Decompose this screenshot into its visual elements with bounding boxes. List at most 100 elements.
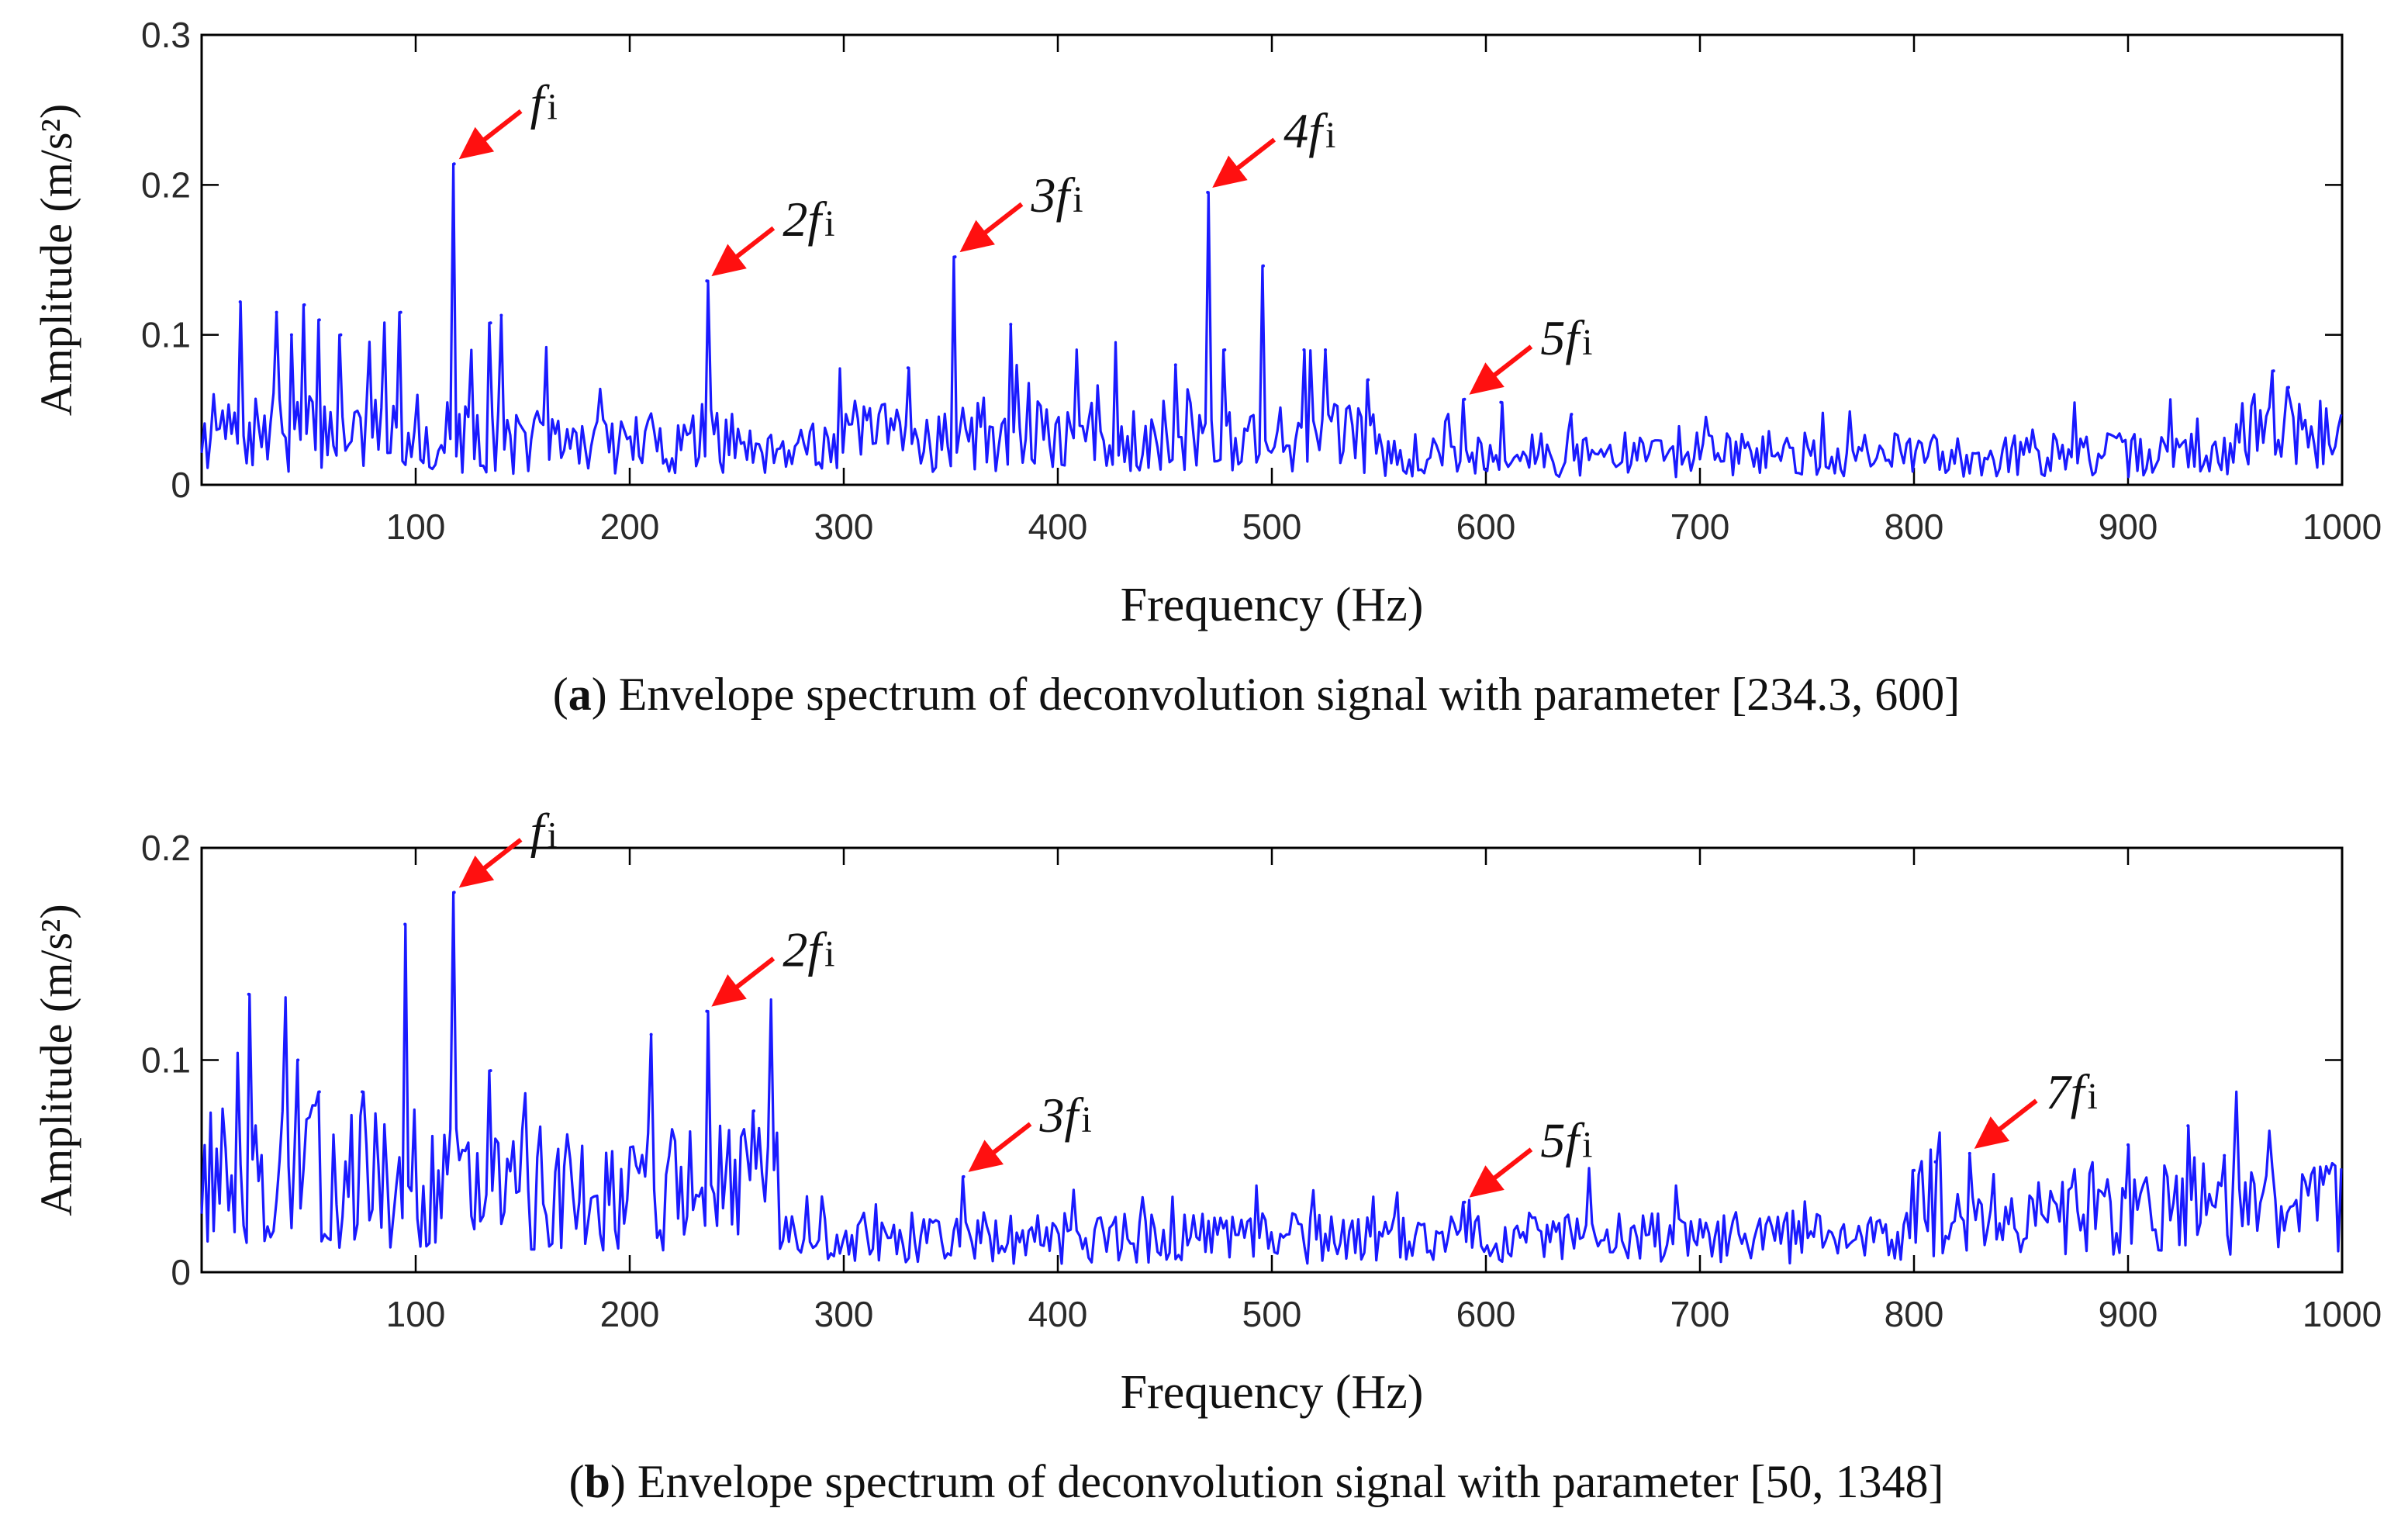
spectrum-peak bbox=[317, 318, 321, 322]
panel-caption: (b) Envelope spectrum of deconvolution s… bbox=[569, 1456, 1944, 1507]
caption-label: b bbox=[585, 1456, 610, 1507]
spectrum-peak bbox=[705, 1009, 709, 1013]
harmonic-annotation: fi bbox=[458, 74, 558, 160]
annotation-label: 5fi bbox=[1540, 1113, 1592, 1168]
spectrum-peak bbox=[1173, 363, 1177, 367]
x-tick-label: 1000 bbox=[2303, 507, 2382, 547]
annotation-arrow-shaft bbox=[1992, 1098, 2038, 1136]
x-tick-label: 200 bbox=[600, 1294, 660, 1334]
spectrum-peak bbox=[1570, 413, 1574, 417]
x-tick-label: 100 bbox=[386, 1294, 446, 1334]
spectrum-peak bbox=[289, 333, 293, 337]
x-tick-label: 400 bbox=[1028, 1294, 1088, 1334]
spectrum-peak bbox=[1933, 1160, 1937, 1164]
spectrum-peak bbox=[1968, 1151, 1971, 1155]
annotation-arrow-head bbox=[1212, 155, 1248, 188]
harmonic-annotation: 2fi bbox=[711, 192, 834, 277]
spectrum-line bbox=[200, 162, 2343, 479]
annotation-arrow-shaft bbox=[730, 226, 776, 263]
spectrum-peak bbox=[1223, 348, 1227, 351]
y-tick-label: 0.1 bbox=[141, 1040, 191, 1081]
x-tick-label: 700 bbox=[1670, 1294, 1730, 1334]
x-tick-label: 900 bbox=[2099, 507, 2158, 547]
x-tick-label: 200 bbox=[600, 507, 660, 547]
spectrum-peak bbox=[452, 162, 456, 166]
spectrum-peak bbox=[302, 303, 306, 306]
annotation-arrow-shaft bbox=[978, 202, 1024, 239]
annotation-arrow-head bbox=[458, 855, 495, 888]
plot-frame bbox=[200, 846, 2344, 1274]
spectrum-peak bbox=[399, 310, 402, 314]
spectrum-peak bbox=[2272, 369, 2275, 373]
spectrum-peak bbox=[1499, 400, 1503, 404]
spectrum-peak bbox=[1302, 348, 1306, 351]
annotation-arrow-shaft bbox=[1487, 1147, 1533, 1185]
caption-label: a bbox=[568, 669, 592, 720]
harmonic-annotation: 2fi bbox=[711, 922, 834, 1007]
y-axis-label: Amplitude (m/s²) bbox=[31, 104, 81, 416]
annotation-arrow-head bbox=[711, 244, 747, 277]
annotation-arrow-shaft bbox=[730, 956, 776, 993]
panel-caption: (a) Envelope spectrum of deconvolution s… bbox=[553, 669, 1961, 720]
spectrum-peak bbox=[1463, 397, 1467, 401]
harmonic-annotation: 5fi bbox=[1469, 1113, 1593, 1198]
x-tick-label: 600 bbox=[1456, 507, 1516, 547]
x-tick-label: 900 bbox=[2099, 1294, 2158, 1334]
annotation-arrow-shaft bbox=[477, 838, 523, 874]
spectrum-peak bbox=[275, 310, 278, 314]
spectrum-peak bbox=[317, 1090, 321, 1094]
annotation-label: 3fi bbox=[1031, 168, 1083, 223]
annotation-label: 4fi bbox=[1283, 103, 1335, 158]
annotation-label: 7fi bbox=[2046, 1064, 2098, 1119]
annotation-arrow-head bbox=[458, 126, 495, 160]
spectrum-peak bbox=[953, 255, 957, 259]
spectrum-peak bbox=[361, 1090, 364, 1094]
x-tick-label: 1000 bbox=[2303, 1294, 2382, 1334]
harmonic-annotation: 7fi bbox=[1974, 1064, 2098, 1149]
spectrum-peak bbox=[296, 1058, 300, 1062]
spectrum-peak bbox=[906, 366, 910, 370]
spectrum-peak bbox=[247, 992, 250, 996]
harmonic-annotation: 3fi bbox=[968, 1088, 1092, 1172]
annotation-arrow-head bbox=[711, 974, 747, 1007]
annotation-arrow-head bbox=[968, 1140, 1004, 1172]
spectrum-peak bbox=[1912, 1168, 1916, 1172]
y-tick-label: 0.2 bbox=[141, 164, 191, 205]
spectrum-peak bbox=[2287, 386, 2290, 389]
x-axis-label: Frequency (Hz) bbox=[1121, 1366, 1424, 1419]
annotation-arrow-head bbox=[959, 220, 995, 253]
x-tick-label: 300 bbox=[814, 1294, 874, 1334]
spectrum-peak bbox=[403, 922, 407, 926]
harmonic-annotation: 4fi bbox=[1212, 103, 1335, 188]
spectrum-peak bbox=[1206, 191, 1210, 194]
annotation-arrow-shaft bbox=[477, 109, 523, 146]
annotation-arrow-shaft bbox=[1487, 344, 1533, 382]
y-tick-label: 0 bbox=[171, 1252, 191, 1292]
y-tick-label: 0.3 bbox=[141, 15, 191, 55]
x-tick-label: 800 bbox=[1885, 507, 1944, 547]
spectrum-peak bbox=[489, 1069, 492, 1073]
harmonic-annotation: 5fi bbox=[1469, 310, 1593, 395]
spectrum-peak bbox=[705, 279, 709, 283]
spectrum-peak bbox=[1463, 1200, 1467, 1204]
spectrum-peak bbox=[452, 891, 456, 894]
annotation-label: 3fi bbox=[1039, 1088, 1092, 1143]
spectrum-peak bbox=[752, 1109, 756, 1113]
x-tick-label: 600 bbox=[1456, 1294, 1516, 1334]
x-tick-label: 500 bbox=[1242, 507, 1302, 547]
panel-b: 100 200 300 400 500 600 700 800 900 1000 0 0.1 0.2 Fr… bbox=[31, 803, 2382, 1507]
caption-text: Envelope spectrum of deconvolution signa… bbox=[619, 669, 1961, 720]
panel-a: 100 200 300 400 500 600 700 800 900 1000 0 0.1 0.2 0.… bbox=[31, 15, 2382, 720]
annotation-label: 2fi bbox=[783, 922, 834, 977]
spectrum-peak bbox=[1261, 264, 1265, 268]
caption-text: Envelope spectrum of deconvolution signa… bbox=[637, 1456, 1944, 1507]
spectrum-line bbox=[200, 891, 2343, 1265]
harmonic-annotation: fi bbox=[458, 803, 558, 888]
x-tick-label: 500 bbox=[1242, 1294, 1302, 1334]
annotation-label: 5fi bbox=[1540, 310, 1592, 365]
plot-frame bbox=[200, 33, 2344, 486]
x-tick-label: 800 bbox=[1885, 1294, 1944, 1334]
y-tick-label: 0.2 bbox=[141, 828, 191, 868]
annotation-label: 2fi bbox=[783, 192, 834, 247]
spectrum-peak bbox=[339, 333, 343, 337]
